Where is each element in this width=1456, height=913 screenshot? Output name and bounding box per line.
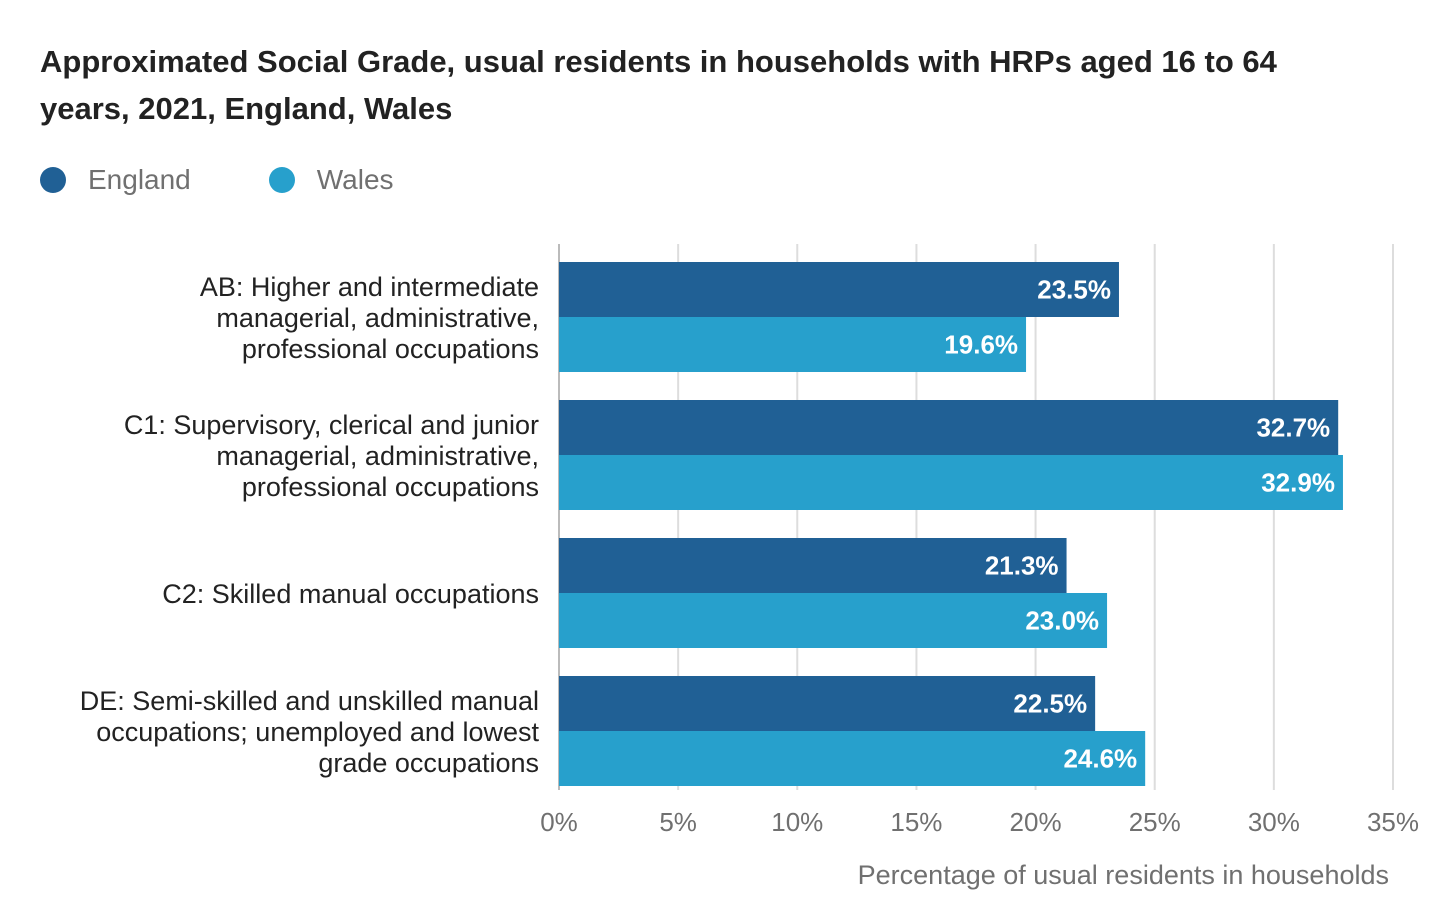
legend-item-england: England [40, 164, 191, 196]
value-label-wales-0: 19.6% [944, 330, 1018, 360]
bar-wales-2 [559, 593, 1108, 648]
category-label-0-line-2: professional occupations [242, 334, 539, 364]
x-tick-label-35: 35% [1367, 807, 1419, 837]
x-axis-title: Percentage of usual residents in househo… [858, 860, 1389, 890]
x-tick-label-5: 5% [659, 807, 697, 837]
bar-england-1 [559, 400, 1339, 455]
value-label-wales-2: 23.0% [1025, 606, 1099, 636]
category-label-1-line-2: professional occupations [242, 472, 539, 502]
legend-swatch-wales [268, 167, 295, 193]
value-label-wales-3: 24.6% [1063, 744, 1137, 774]
category-label-1-line-0: C1: Supervisory, clerical and junior [124, 410, 539, 440]
x-tick-label-20: 20% [1010, 807, 1062, 837]
x-tick-label-25: 25% [1129, 807, 1181, 837]
x-tick-label-0: 0% [540, 807, 578, 837]
category-label-1-line-1: managerial, administrative, [216, 441, 539, 471]
category-label-2-line-0: C2: Skilled manual occupations [162, 579, 539, 609]
category-label-3-line-0: DE: Semi-skilled and unskilled manual [80, 686, 539, 716]
value-label-england-2: 21.3% [985, 551, 1059, 581]
legend-label-wales: Wales [316, 164, 394, 195]
bar-england-2 [559, 538, 1067, 593]
legend-item-wales: Wales [268, 164, 394, 196]
bar-england-3 [559, 676, 1096, 731]
bar-wales-1 [559, 455, 1343, 510]
value-label-england-0: 23.5% [1037, 275, 1111, 305]
bar-england-0 [559, 262, 1119, 317]
category-label-0-line-1: managerial, administrative, [216, 303, 539, 333]
value-label-england-1: 32.7% [1256, 413, 1330, 443]
chart-title: Approximated Social Grade, usual residen… [40, 44, 1277, 126]
x-tick-label-15: 15% [890, 807, 942, 837]
value-label-england-3: 22.5% [1013, 689, 1087, 719]
legend-label-england: England [88, 164, 191, 195]
bar-wales-0 [559, 317, 1027, 372]
x-tick-label-10: 10% [771, 807, 823, 837]
value-label-wales-1: 32.9% [1261, 468, 1335, 498]
legend-swatch-england [40, 167, 66, 193]
legend: England Wales [40, 160, 472, 200]
category-label-3-line-1: occupations; unemployed and lowest [96, 717, 539, 747]
category-label-3-line-2: grade occupations [318, 748, 539, 778]
category-label-0-line-0: AB: Higher and intermediate [200, 272, 539, 302]
bar-wales-3 [559, 731, 1146, 786]
x-tick-label-30: 30% [1248, 807, 1300, 837]
